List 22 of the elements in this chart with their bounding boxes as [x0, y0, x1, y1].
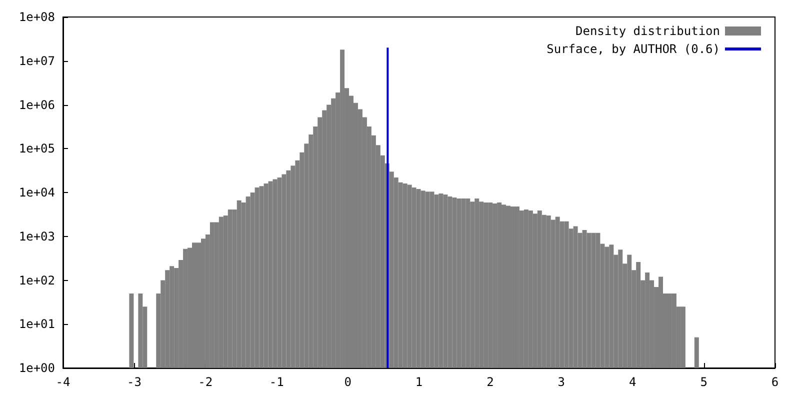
y-tick-label: 1e+03: [18, 229, 55, 244]
x-tick-label: 5: [700, 375, 708, 389]
x-tick-label: -4: [56, 375, 70, 389]
x-tick-label: -2: [198, 375, 213, 389]
x-tick-label: 2: [486, 375, 494, 389]
x-tick-label: 4: [628, 375, 636, 389]
y-tick-label: 1e+07: [18, 54, 55, 68]
y-tick-label: 1e+04: [18, 186, 55, 200]
y-tick-label: 1e+06: [18, 98, 55, 112]
y-tick-label: 1e+02: [18, 273, 55, 288]
x-tick-label: 6: [771, 375, 779, 389]
legend-label: Surface, by AUTHOR (0.6): [546, 42, 720, 56]
legend-label: Density distribution: [576, 24, 720, 38]
x-tick-label: 0: [344, 375, 352, 389]
y-tick-label: 1e+08: [18, 10, 55, 24]
x-tick-label: -1: [269, 375, 284, 389]
y-tick-label: 1e+01: [18, 317, 55, 332]
x-tick-label: 3: [558, 375, 566, 389]
y-tick-label: 1e+00: [18, 361, 55, 375]
x-tick-label: 1: [415, 375, 423, 389]
x-tick-label: -3: [126, 375, 142, 389]
y-tick-label: 1e+05: [18, 142, 55, 156]
